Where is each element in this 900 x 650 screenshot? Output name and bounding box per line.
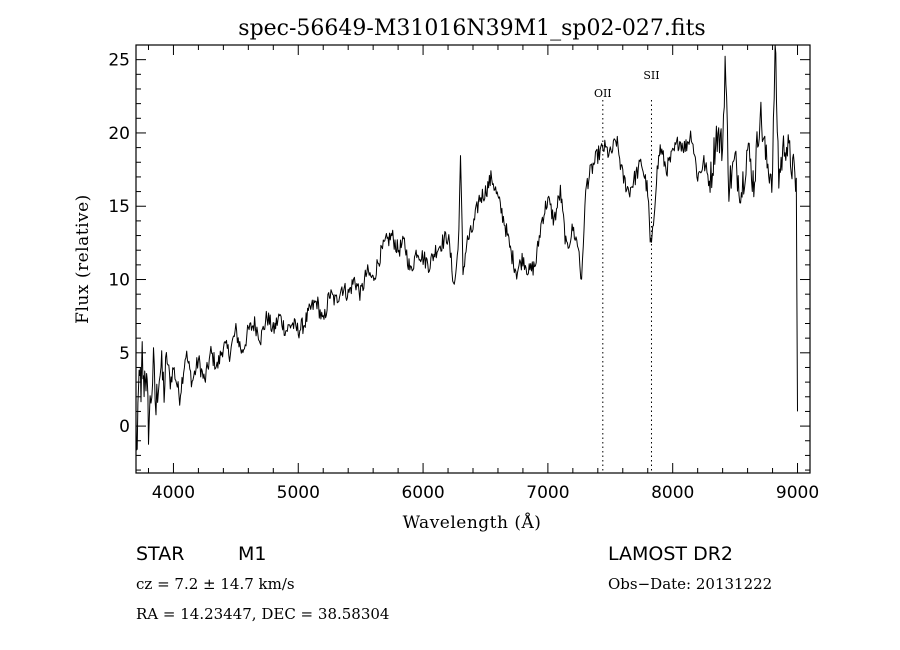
plot-frame [135,44,811,474]
y-tick-label: 5 [119,344,130,364]
y-tick-label: 15 [108,197,130,217]
object-class: STAR [136,543,184,565]
x-tick-label: 4000 [152,483,195,503]
y-tick-label: 20 [108,124,130,144]
coordinates: RA = 14.23447, DEC = 38.58304 [136,605,389,623]
x-tick-label: 9000 [776,483,819,503]
cz-value: cz = 7.2 ± 14.7 km/s [136,575,295,593]
chart-title: spec-56649-M31016N39M1_sp02-027.fits [238,16,705,41]
y-tick-labels: 0 5 10 15 20 25 [108,51,130,437]
y-tick-label: 25 [108,51,130,71]
x-axis-title: Wavelength (Å) [403,512,542,533]
x-tick-label: 8000 [651,483,694,503]
y-axis-title: Flux (relative) [73,194,93,324]
x-tick-label: 7000 [526,483,569,503]
spectrum-line [135,44,798,451]
x-tick-label: 5000 [277,483,320,503]
x-tick-label: 6000 [401,483,444,503]
y-tick-label: 10 [108,271,130,291]
axis-ticks [136,44,810,473]
y-tick-label: 0 [119,417,130,437]
obs-date: Obs−Date: 20131222 [608,575,772,593]
object-subclass: M1 [238,543,266,565]
line-annotations: OII SII [594,69,660,473]
x-tick-labels: 4000 5000 6000 7000 8000 9000 [152,483,819,503]
survey-label: LAMOST DR2 [608,543,733,565]
annotation-label: SII [643,69,659,82]
annotation-label: OII [594,87,612,100]
